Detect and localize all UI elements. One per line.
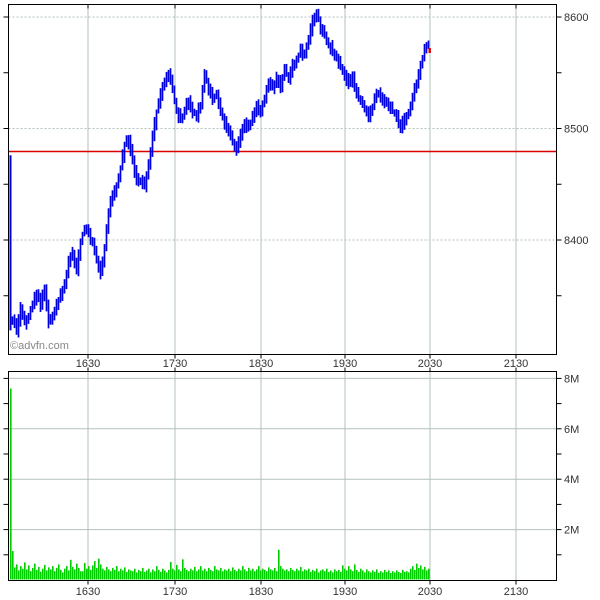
price-gridlines xyxy=(8,4,557,355)
price-axis-label: 8500 xyxy=(564,124,588,136)
volume-axis-label: 8M xyxy=(564,373,579,385)
price-bars xyxy=(9,8,431,338)
time-axis-label: 1930 xyxy=(333,586,357,598)
axes xyxy=(3,4,562,585)
time-axis-label: 2030 xyxy=(418,358,442,370)
time-axis-label: 1930 xyxy=(333,358,357,370)
time-axis-label: 1730 xyxy=(163,358,187,370)
time-axis-label: 2130 xyxy=(504,358,528,370)
volume-axis-label: 2M xyxy=(564,525,579,537)
volume-gridlines xyxy=(8,371,557,581)
volume-axis-label: 6M xyxy=(564,424,579,436)
time-axis-label: 1730 xyxy=(163,586,187,598)
time-axis-label: 2030 xyxy=(418,586,442,598)
time-axis-label: 1830 xyxy=(249,358,273,370)
volume-bars xyxy=(10,388,430,580)
price-axis-label: 8600 xyxy=(564,12,588,24)
time-axis-label: 1630 xyxy=(76,586,100,598)
time-axis-label: 1630 xyxy=(76,358,100,370)
volume-axis-label: 4M xyxy=(564,474,579,486)
watermark: ©advfn.com xyxy=(10,340,69,352)
time-axis-label: 1830 xyxy=(249,586,273,598)
axis-labels: 8600 8500 8400 8M 6M 4M 2M 1630 1730 1830 1930 2030… xyxy=(76,12,589,598)
price-axis-label: 8400 xyxy=(564,235,588,247)
time-axis-label: 2130 xyxy=(504,586,528,598)
